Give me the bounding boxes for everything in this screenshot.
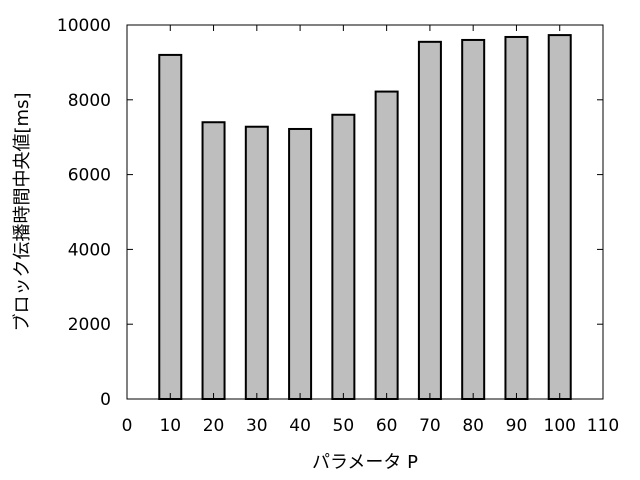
x-axis-title: パラメータ P bbox=[312, 452, 418, 473]
bar-p-30 bbox=[244, 125, 269, 400]
y-tick-label: 0 bbox=[100, 390, 111, 410]
bar-p-60 bbox=[374, 90, 399, 401]
bar-p-90 bbox=[504, 35, 529, 401]
bar-p-20 bbox=[201, 121, 226, 401]
plot-frame bbox=[126, 24, 604, 400]
x-tick-label: 80 bbox=[462, 416, 484, 436]
bar-p-70 bbox=[417, 40, 442, 401]
y-tick-label: 8000 bbox=[68, 91, 111, 111]
x-tick-label: 50 bbox=[333, 416, 355, 436]
bar-p-80 bbox=[461, 38, 486, 401]
y-axis-title: ブロック伝播時間中央値[ms] bbox=[11, 93, 33, 332]
y-tick-label: 4000 bbox=[68, 240, 111, 260]
x-tick-label: 30 bbox=[246, 416, 268, 436]
x-tick-label: 100 bbox=[544, 416, 576, 436]
bars bbox=[158, 34, 572, 401]
y-axis-ticks: 0 2000 4000 6000 8000 10000 bbox=[57, 16, 603, 410]
x-tick-label: 10 bbox=[159, 416, 181, 436]
x-tick-label: 70 bbox=[419, 416, 441, 436]
y-tick-label: 6000 bbox=[68, 166, 111, 186]
x-tick-label: 60 bbox=[376, 416, 398, 436]
y-tick-label: 10000 bbox=[57, 16, 111, 36]
x-tick-label: 40 bbox=[289, 416, 311, 436]
bar-p-40 bbox=[288, 127, 313, 401]
x-tick-label: 110 bbox=[587, 416, 619, 436]
bar-p-50 bbox=[331, 113, 356, 400]
x-axis-ticks: 0 10 20 30 40 50 60 70 80 90 100 110 bbox=[122, 25, 619, 436]
bar-p-10 bbox=[158, 53, 183, 400]
x-tick-label: 90 bbox=[506, 416, 528, 436]
x-tick-label: 0 bbox=[122, 416, 133, 436]
y-tick-label: 2000 bbox=[68, 315, 111, 335]
bar-p-100 bbox=[547, 34, 572, 401]
x-tick-label: 20 bbox=[203, 416, 225, 436]
